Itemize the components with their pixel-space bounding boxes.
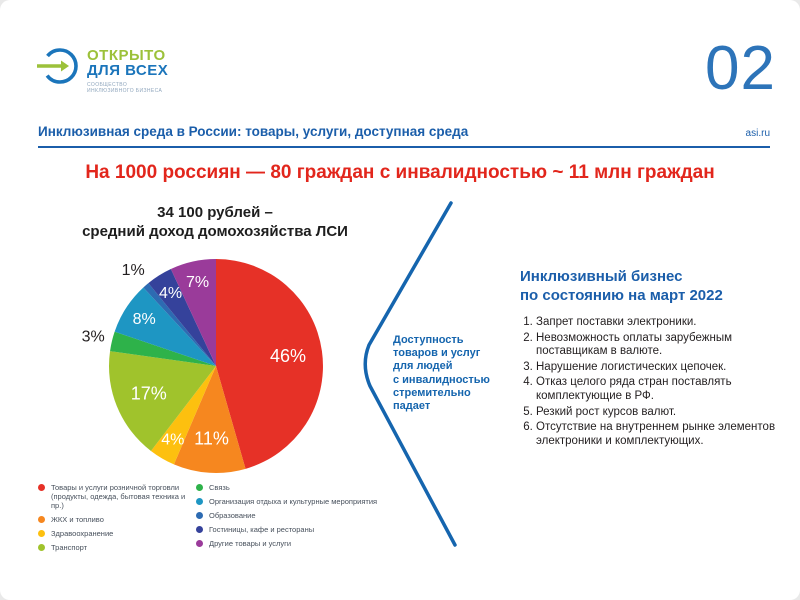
callout-line: с инвалидностью [393,373,490,386]
legend-item: Гостиницы, кафе и рестораны [196,525,378,534]
panel-list-item: Отсутствие на внутреннем рынке элементов… [536,421,792,448]
site-link[interactable]: asi.ru [745,128,770,139]
header-title: Инклюзивная среда в России: товары, услу… [38,124,469,139]
callout-line: стремительно [393,386,471,399]
panel-heading: Инклюзивный бизнес по состоянию на март … [520,267,723,305]
legend-item: Связь [196,483,378,492]
legend-color-dot-icon [38,484,45,491]
legend-color-dot-icon [38,516,45,523]
pie-slice [150,366,216,465]
legend-item: Организация отдыха и культурные мероприя… [196,497,378,506]
pie-legend-left-column: Товары и услуги розничной торговли (прод… [38,483,190,557]
pie-slice [170,259,216,366]
pie-legend-right-column: Связь Организация отдыха и культурные мер… [196,483,378,553]
logo: ОТКРЫТО ДЛЯ ВСЕХ СООБЩЕСТВО ИНКЛЮЗИВНОГО … [36,44,168,94]
pie-slice-label: 8% [133,311,156,328]
logo-title-line2: ДЛЯ ВСЕХ [87,62,169,79]
pie-slice [143,283,216,366]
pie-slice [216,259,323,469]
pie-slice-label: 1% [122,262,145,279]
legend-label: Образование [209,511,256,520]
panel-list: Запрет поставки электроники. Невозможност… [518,316,792,450]
pie-slice-label: 4% [161,431,184,448]
legend-label: Гостиницы, кафе и рестораны [209,525,315,534]
pie-chart-title: 34 100 рублей – средний доход домохозяйс… [60,203,370,241]
legend-label: Здравоохранение [51,529,114,538]
page-number: 02 [705,34,776,103]
legend-label: Организация отдыха и культурные мероприя… [209,497,378,506]
legend-label: Другие товары и услуги [209,539,292,548]
pie-slice-label: 17% [131,384,167,404]
callout-line: товаров и услуг [393,347,481,360]
headline: На 1000 россиян — 80 граждан с инвалидно… [85,162,715,183]
logo-subtitle: СООБЩЕСТВО ИНКЛЮЗИВНОГО БИЗНЕСА [87,82,168,94]
panel-list-item: Запрет поставки электроники. [536,316,792,330]
pie-slice [110,331,216,366]
pie-slice-label: 46% [270,346,306,366]
legend-item: Здравоохранение [38,529,190,538]
pie-slice-label: 4% [159,285,182,302]
logo-subtitle-line: СООБЩЕСТВО [87,82,128,88]
chevron-bracket-icon [363,201,457,547]
callout-text: Доступность товаров и услуг для людей с инв… [393,334,513,413]
logo-subtitle-line: ИНКЛЮЗИВНОГО БИЗНЕСА [87,88,163,94]
legend-color-dot-icon [196,484,203,491]
logo-circle-arrow-icon [37,48,78,84]
legend-label: Транспорт [51,543,88,552]
callout-line: падает [393,400,431,413]
pie-slice [109,351,216,451]
legend-label: Товары и услуги розничной торговли (прод… [51,483,186,510]
pie-slice [173,366,246,473]
panel-list-item: Отказ целого ряда стран поставлять компл… [536,376,792,403]
panel-list-item: Резкий рост курсов валют. [536,406,792,420]
panel-list-item: Нарушение логистических цепочек. [536,361,792,375]
legend-item: Образование [196,511,378,520]
pie-slice-label: 7% [186,274,209,291]
pie-slice [114,287,216,366]
logo-title-line1: ОТКРЫТО [87,47,166,64]
legend-color-dot-icon [196,498,203,505]
pie-slice [148,268,216,366]
panel-heading-line1: Инклюзивный бизнес [520,268,683,285]
pie-chart-title-line2: средний доход домохозяйства ЛСИ [82,223,348,240]
panel-list-item: Невозможность оплаты зарубежным поставщи… [536,332,792,359]
callout-line: для людей [393,360,453,373]
legend-color-dot-icon [196,526,203,533]
legend-color-dot-icon [196,540,203,547]
logo-text: ОТКРЫТО ДЛЯ ВСЕХ СООБЩЕСТВО ИНКЛЮЗИВНОГО … [87,44,168,94]
legend-color-dot-icon [38,530,45,537]
legend-label: ЖКХ и топливо [51,515,104,524]
legend-item: Транспорт [38,543,190,552]
legend-item: ЖКХ и топливо [38,515,190,524]
pie-chart: 46%11%4%17%3%8%1%4%7% [82,259,323,473]
pie-chart-title-line1: 34 100 рублей – [157,204,273,221]
legend-color-dot-icon [38,544,45,551]
header-divider [38,146,770,148]
pie-slice-label: 3% [82,328,105,345]
legend-label: Связь [209,483,230,492]
legend-item: Товары и услуги розничной торговли (прод… [38,483,190,510]
legend-item: Другие товары и услуги [196,539,378,548]
pie-slice-label: 11% [194,429,229,449]
legend-color-dot-icon [196,512,203,519]
panel-heading-line2: по состоянию на март 2022 [520,287,723,304]
callout-line: Доступность [393,334,464,346]
